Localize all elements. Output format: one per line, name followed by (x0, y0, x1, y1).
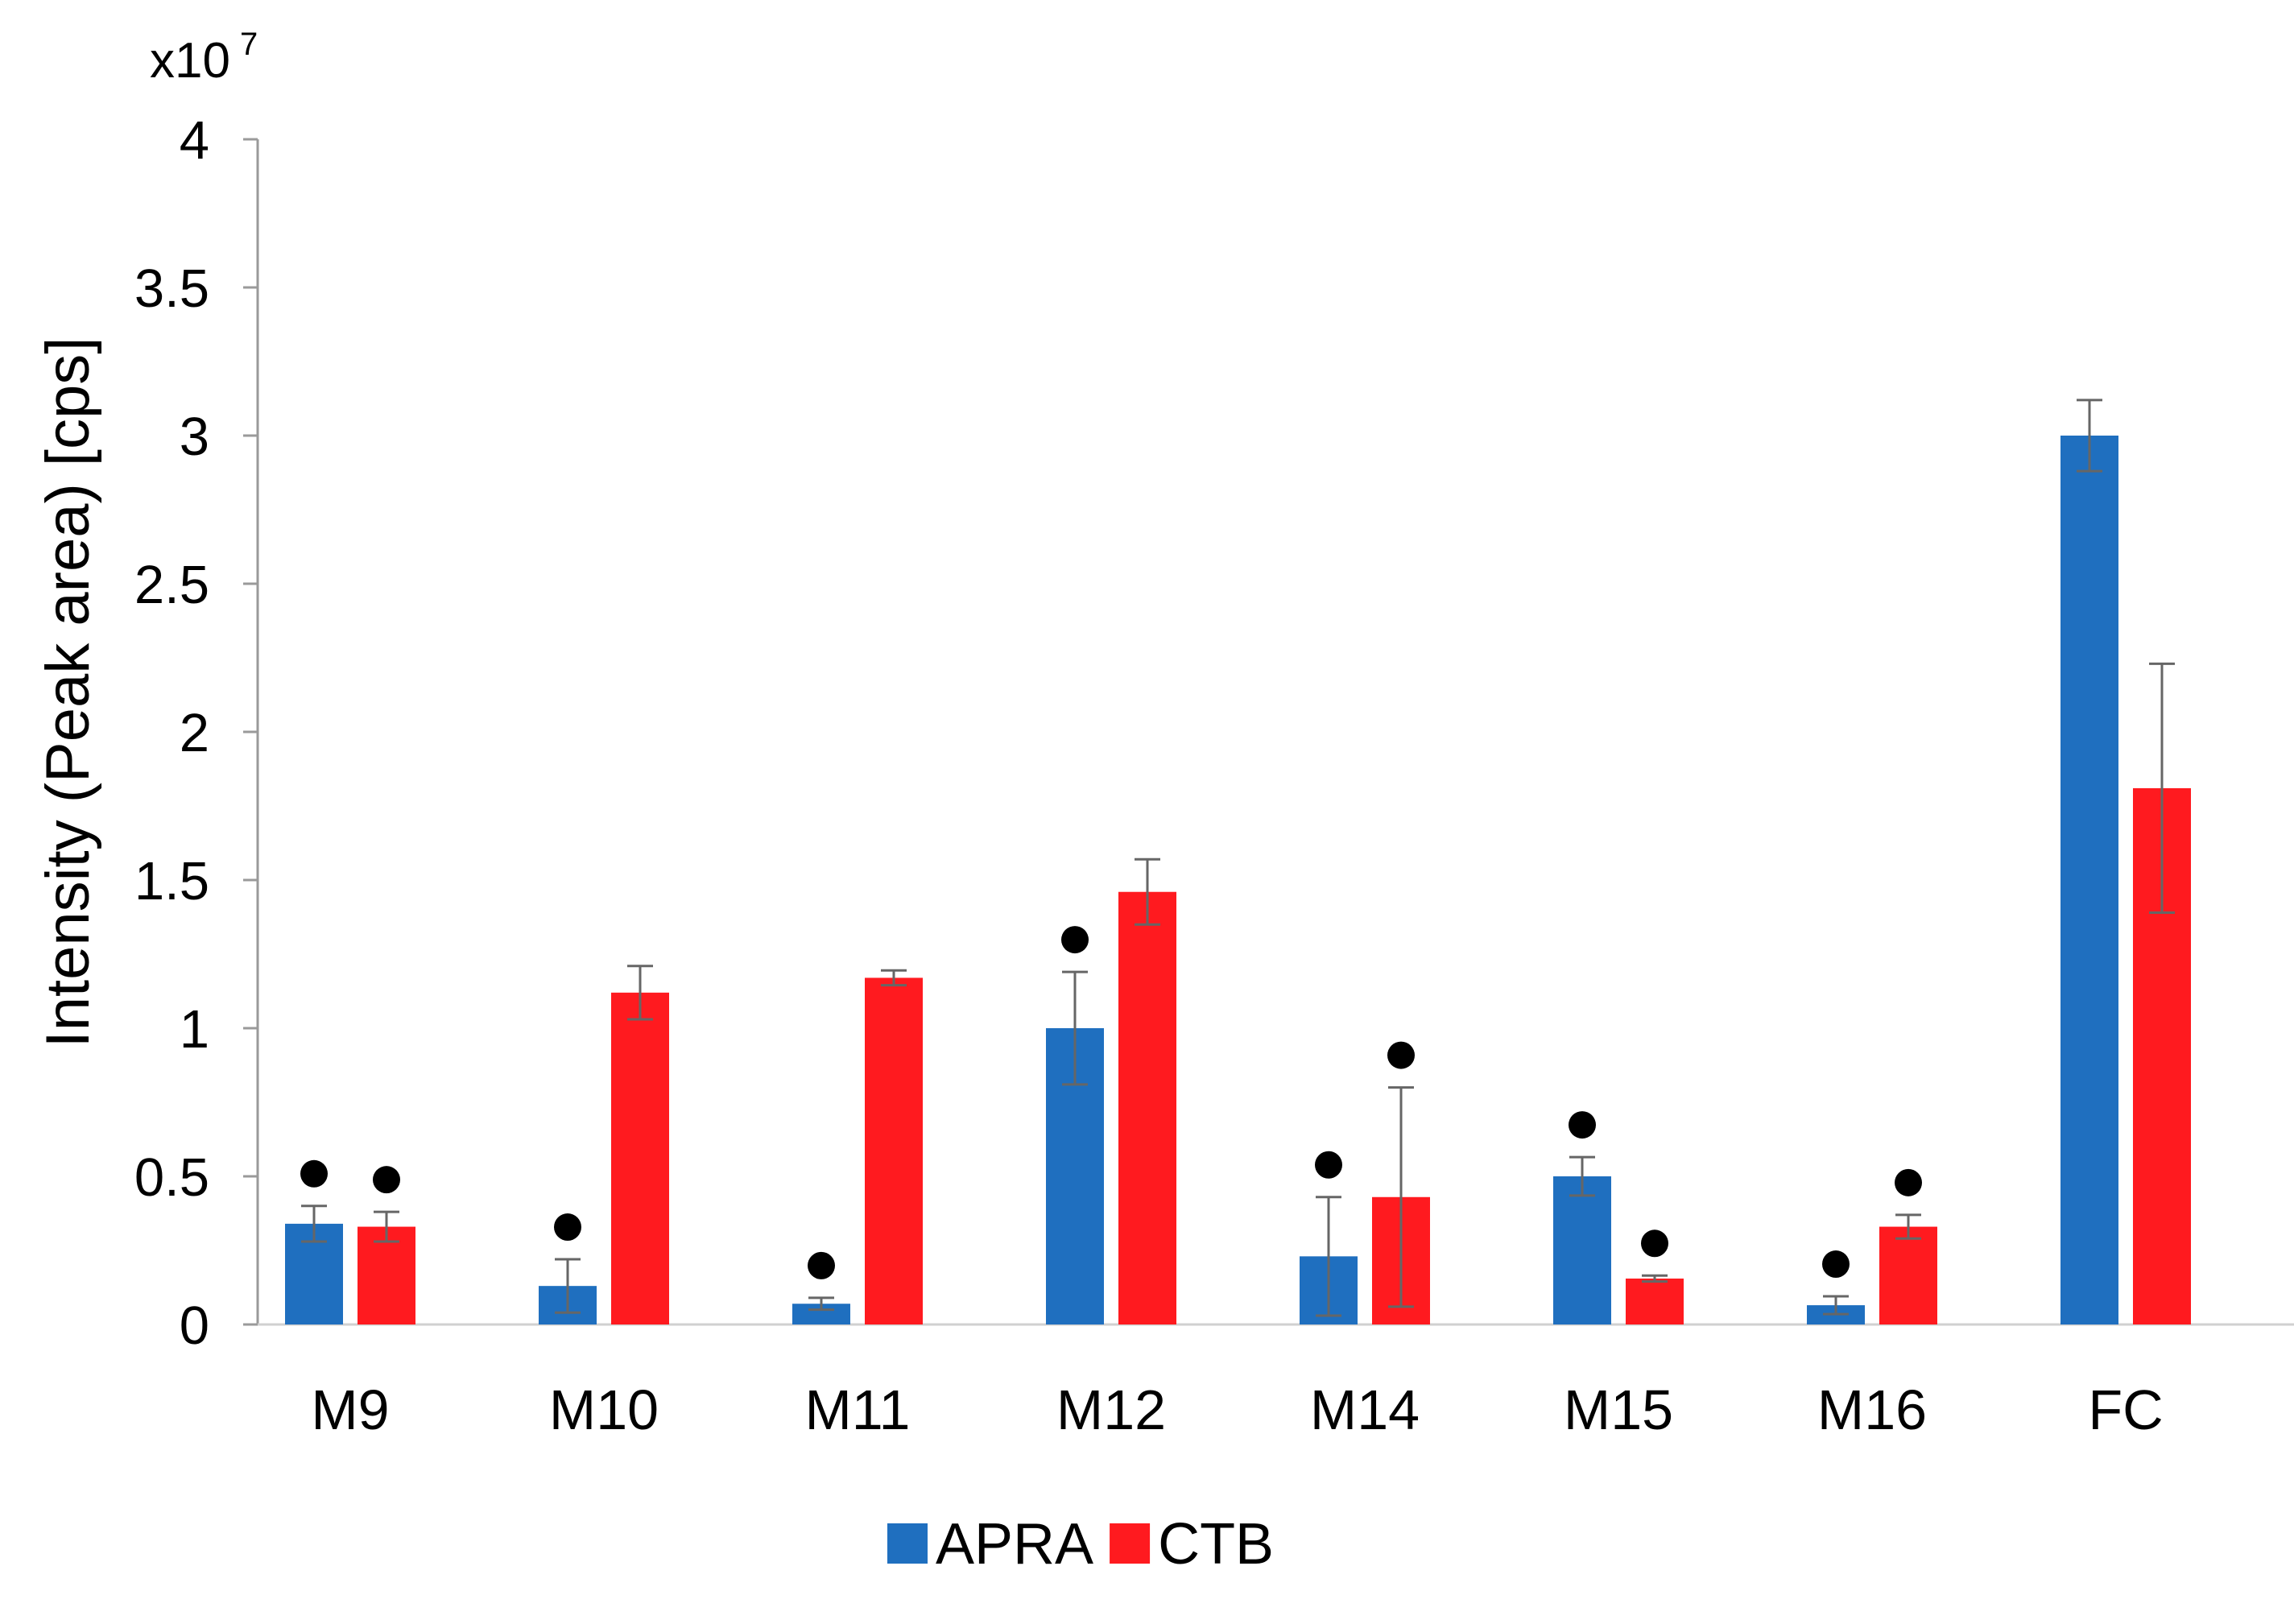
y-tick-label: 1 (180, 999, 209, 1060)
bar-ctb-m11 (865, 977, 923, 1324)
significance-dot (373, 1166, 400, 1194)
category-label-m9: M9 (311, 1378, 389, 1441)
category-label-m11: M11 (805, 1378, 911, 1441)
y-tick-label: 4 (180, 110, 209, 171)
y-tick-label: 2 (180, 703, 209, 763)
significance-dot (1895, 1168, 1922, 1196)
significance-dot (1569, 1111, 1596, 1139)
legend-label-apra: APRA (936, 1512, 1093, 1576)
y-tick-label: 3.5 (134, 258, 209, 319)
significance-dot (554, 1213, 581, 1242)
category-label-m12: M12 (1056, 1378, 1166, 1441)
bar-ctb-m15 (1626, 1278, 1684, 1324)
bar-ctb-m10 (611, 992, 669, 1324)
y-axis-title: Intensity (Peak area) [cps] (34, 337, 102, 1048)
significance-dot (1315, 1151, 1342, 1179)
bar-apra-m15 (1553, 1176, 1611, 1324)
significance-dot (1387, 1041, 1415, 1069)
legend-swatch-apra (887, 1523, 928, 1564)
significance-dot (808, 1251, 835, 1279)
y-multiplier-base: x10 (150, 33, 230, 89)
category-label-m16: M16 (1817, 1378, 1927, 1441)
category-label-m10: M10 (549, 1378, 659, 1441)
category-label-m14: M14 (1310, 1378, 1420, 1441)
y-axis-multiplier: x10 7 (150, 27, 258, 89)
y-tick-label: 2.5 (134, 555, 209, 615)
y-tick-label: 0.5 (134, 1147, 209, 1208)
plot-area: 0 0.5 1 1.5 2 2.5 3 3.5 4 M9 M10 M11 M12 M14 M15 M16 FC (134, 110, 2294, 1441)
significance-dot (1641, 1229, 1668, 1258)
bar-apra-fc (2060, 436, 2118, 1324)
legend-swatch-ctb (1110, 1523, 1151, 1564)
legend-label-ctb: CTB (1158, 1512, 1274, 1576)
category-label-fc: FC (2088, 1378, 2163, 1441)
bar-ctb-m12 (1118, 891, 1176, 1324)
bar-ctb-m9 (358, 1226, 415, 1324)
significance-dot (300, 1159, 328, 1188)
legend: APRA CTB (887, 1512, 1274, 1576)
y-tick-label: 1.5 (134, 851, 209, 911)
bar-ctb-m16 (1879, 1226, 1937, 1324)
category-label-m15: M15 (1564, 1378, 1673, 1441)
significance-dot (1822, 1250, 1850, 1279)
y-tick-label: 3 (180, 407, 209, 467)
y-multiplier-exponent: 7 (240, 27, 258, 62)
y-tick-label: 0 (180, 1295, 209, 1356)
significance-dot (1061, 926, 1089, 954)
